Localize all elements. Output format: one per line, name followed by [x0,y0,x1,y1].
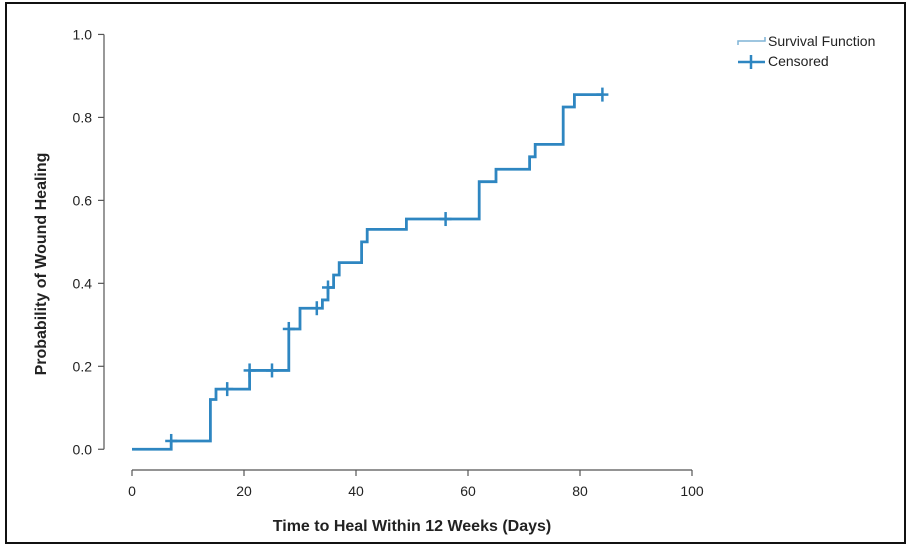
x-tick-label: 0 [128,483,136,499]
x-tick-label: 60 [460,483,476,499]
survival-step-line [132,93,603,451]
x-tick-label: 80 [572,483,588,499]
y-tick-label: 0.4 [73,275,93,291]
x-axis-title: Time to Heal Within 12 Weeks (Days) [273,518,551,535]
y-tick-label: 0.8 [73,109,93,125]
y-tick-label: 1.0 [73,26,93,42]
y-tick-label: 0.2 [73,358,93,374]
y-tick-label: 0.0 [73,441,93,457]
series-layer [132,93,603,451]
x-tick-label: 40 [348,483,364,499]
legend: Survival Function Censored [737,33,875,69]
x-tick-label: 100 [680,483,704,499]
y-axis-title: Probability of Wound Healing [33,153,50,376]
censored-marks [165,87,609,448]
legend-step-swatch [737,37,766,45]
x-tick-label: 20 [236,483,252,499]
outer-border [5,2,906,544]
legend-label-survival: Survival Function [768,33,875,49]
axes: 0 20 40 60 80 100 0.0 0.2 0.4 0.6 0.8 1.0 [73,26,704,499]
legend-label-censored: Censored [768,53,829,69]
y-tick-label: 0.6 [73,192,93,208]
